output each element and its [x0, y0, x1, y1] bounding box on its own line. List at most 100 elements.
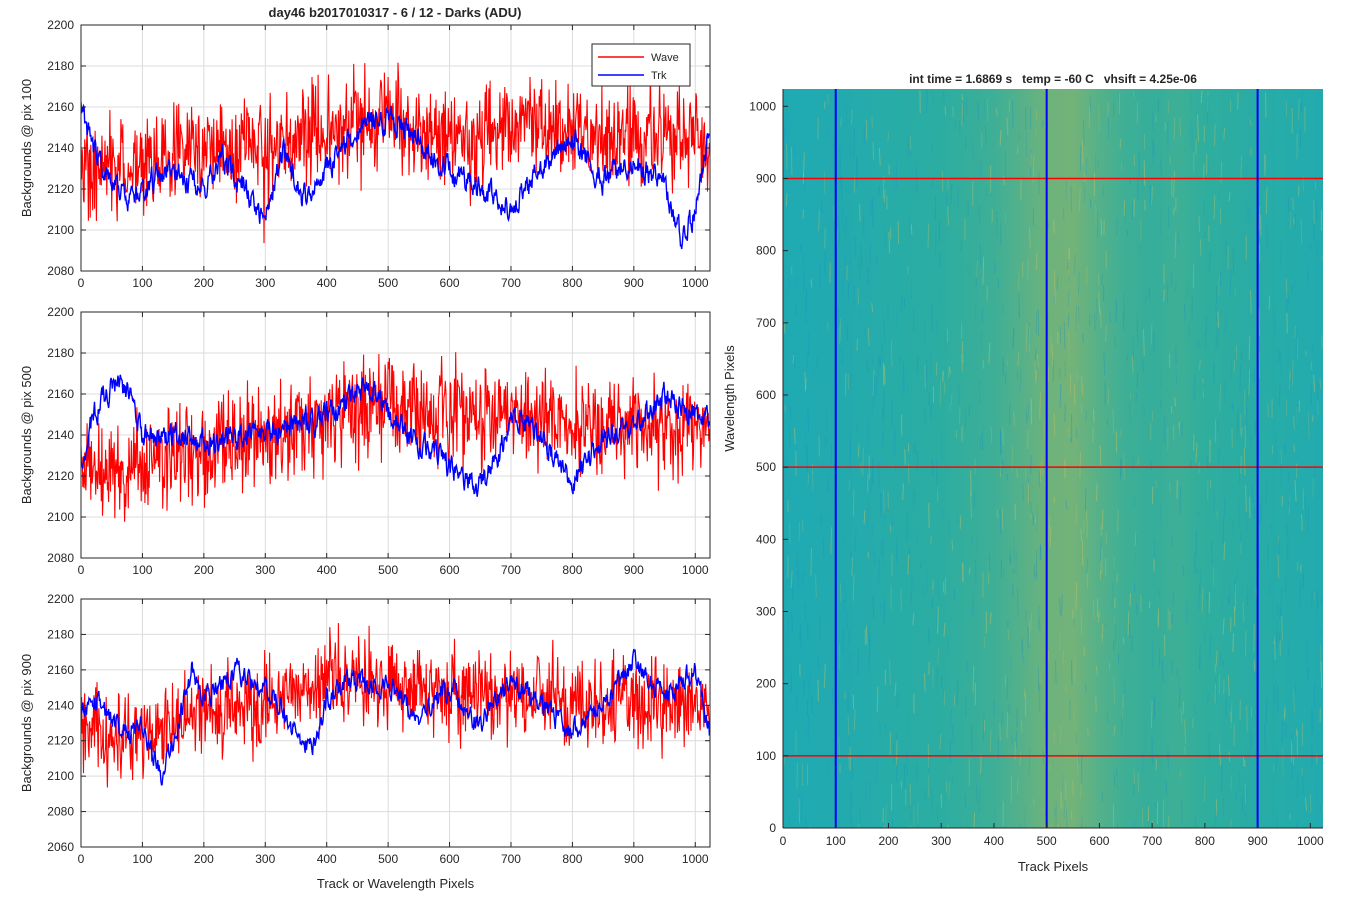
heatmap-streak [1150, 323, 1153, 345]
heatmap-streak [1179, 117, 1182, 137]
heatmap-streak [1276, 815, 1279, 828]
heatmap-streak [1002, 427, 1005, 446]
heatmap-streak [1173, 170, 1175, 199]
heatmap-streak [1293, 444, 1295, 453]
heatmap-streak [997, 277, 999, 288]
heatmap-streak [1214, 683, 1217, 704]
heatmap-streak [884, 365, 886, 385]
heatmap-streak [1158, 589, 1161, 598]
heatmap-streak [863, 327, 866, 337]
y-tick-label: 2160 [47, 387, 74, 401]
heatmap-streak [1190, 460, 1192, 467]
heatmap-streak [871, 403, 874, 414]
heatmap-streak [792, 586, 794, 601]
heatmap-streak [1219, 652, 1222, 667]
heatmap-streak [961, 93, 964, 101]
legend: Wave Trk [591, 43, 691, 87]
heatmap-streak [854, 529, 857, 551]
heatmap-streak [849, 372, 852, 388]
heatmap-streak [1067, 313, 1070, 328]
heatmap-streak [1064, 780, 1067, 801]
heatmap-streak [1171, 614, 1174, 624]
heatmap-streak [858, 261, 861, 280]
heatmap-streak [999, 428, 1002, 455]
y-axis-label: Backgrounds @ pix 100 [19, 79, 34, 217]
heatmap-streak [899, 355, 901, 364]
heatmap-streak [1080, 608, 1083, 636]
heatmap-streak [1136, 603, 1138, 616]
heatmap-streak [1097, 158, 1099, 169]
heatmap-streak [1101, 273, 1103, 285]
y-tick-label: 2080 [47, 551, 74, 565]
x-tick-label: 600 [440, 563, 460, 577]
y-axis-label: Wavelength Pixels [722, 345, 737, 452]
heatmap-streak [1127, 611, 1130, 636]
heatmap-streak [894, 682, 897, 697]
heatmap-streak [1222, 618, 1225, 635]
heatmap-streak [1163, 289, 1165, 302]
heatmap-streak [1280, 240, 1283, 266]
heatmap-streak [1186, 280, 1189, 300]
heatmap-streak [1216, 510, 1218, 519]
x-axis-label: Track Pixels [1018, 859, 1089, 874]
heatmap-streak [848, 480, 851, 492]
heatmap-streak [810, 825, 812, 828]
heatmap-streak [982, 359, 985, 370]
heatmap-streak [1072, 780, 1074, 796]
heatmap-streak [1294, 325, 1296, 338]
heatmap-streak [1307, 667, 1309, 681]
heatmap-streak [863, 510, 866, 525]
heatmap-streak [979, 242, 982, 267]
heatmap-streak [961, 340, 964, 364]
heatmap-streak [810, 696, 813, 715]
heatmap-streak [1101, 624, 1104, 638]
y-tick-label: 2100 [47, 769, 74, 783]
heatmap-streak [1019, 824, 1021, 828]
heatmap-streak [1276, 603, 1279, 614]
line-panel-3: 0 100 200 300 400 500 600 700 800 900 1000 2060 2080… [19, 592, 711, 891]
heatmap-streak [1115, 766, 1118, 778]
heatmap-streak [1123, 293, 1125, 322]
heatmap-streak [1214, 664, 1217, 673]
heatmap-streak [1077, 752, 1080, 765]
heatmap-streak [1095, 204, 1097, 227]
y-tick-label: 300 [756, 604, 776, 618]
heatmap-streak [1076, 429, 1078, 438]
heatmap-streak [806, 348, 809, 368]
heatmap-streak [1035, 310, 1038, 334]
x-tick-label: 700 [501, 276, 521, 290]
x-tick-label: 1000 [1297, 834, 1324, 848]
heatmap-streak [1087, 727, 1089, 737]
heatmap-streak [804, 378, 807, 392]
heatmap-streak [1239, 364, 1242, 392]
heatmap-streak [1322, 805, 1323, 815]
heatmap-streak [1079, 784, 1082, 799]
heatmap-streak [1298, 400, 1301, 412]
heatmap-streak [1293, 689, 1295, 714]
heatmap-streak [1235, 352, 1238, 363]
x-tick-label: 1000 [682, 852, 709, 866]
heatmap-streak [1068, 248, 1070, 277]
heatmap-streak [1059, 383, 1062, 408]
heatmap-streak [1081, 139, 1084, 165]
heatmap-streak [1312, 711, 1314, 732]
heatmap-streak [1232, 633, 1234, 653]
x-tick-label: 500 [378, 852, 398, 866]
heatmap-streak [956, 679, 959, 705]
heatmap-streak [783, 658, 786, 684]
heatmap-streak [1285, 278, 1288, 299]
heatmap-streak [909, 825, 911, 828]
x-tick-label: 700 [501, 563, 521, 577]
heatmap-streak [879, 722, 881, 735]
heatmap-streak [985, 125, 987, 147]
heatmap-streak [1102, 185, 1105, 197]
heatmap-streak [1150, 701, 1153, 729]
heatmap-streak [1227, 675, 1230, 696]
heatmap-streak [1194, 703, 1196, 716]
heatmap-streak [947, 206, 950, 226]
heatmap-streak [1180, 708, 1183, 725]
y-tick-label: 2120 [47, 469, 74, 483]
y-tick-label: 2060 [47, 840, 74, 854]
heatmap-streak [1089, 97, 1092, 113]
heatmap-streak [846, 611, 848, 631]
